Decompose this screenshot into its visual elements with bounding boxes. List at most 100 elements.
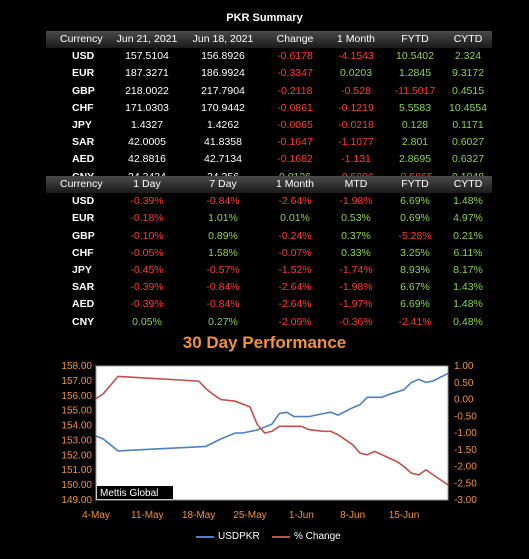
value-cell: 42.0005 [128, 136, 166, 149]
value-cell: 6.69% [400, 195, 430, 208]
value-cell: -5.28% [398, 229, 432, 242]
currency-cell: EUR [72, 67, 95, 80]
value-cell: -1.131 [341, 153, 371, 166]
value-cell: -0.6178 [277, 50, 313, 63]
value-cell: 6.67% [400, 281, 430, 294]
value-cell: -4.1543 [338, 50, 374, 63]
currency-cell: SAR [72, 136, 95, 149]
column-header: CYTD [453, 178, 483, 190]
y-left-tick-label: 153.00 [61, 435, 92, 446]
x-tick-label: 25-May [233, 510, 266, 521]
currency-cell: CHF [72, 246, 94, 259]
table-row: SAR -0.39% -0.84% -2.64% -1.98% 6.67% 1.43% [46, 279, 492, 296]
table-row: AED -0.39% -0.84% -2.64% -1.97% 6.69% 1.48% [46, 296, 492, 313]
column-header: Jun 18, 2021 [192, 33, 254, 45]
value-cell: -0.1647 [277, 136, 313, 149]
table-row: CHF -0.05% 1.58% -0.07% 0.33% 3.25% 6.11% [46, 245, 492, 262]
change-series-line [95, 375, 449, 486]
table-header: Currency 1 Day 7 Day 1 Month MTD FYTD CYTD [46, 176, 492, 194]
value-cell: 3.25% [400, 246, 430, 259]
column-header: MTD [344, 178, 368, 190]
value-cell: 0.89% [208, 229, 238, 242]
value-cell: 217.7904 [201, 84, 245, 97]
x-tick-label: 15-Jun [389, 510, 420, 521]
y-right-tick-label: 1.00 [454, 361, 474, 372]
value-cell: 5.5583 [398, 101, 432, 114]
currency-cell: AED [72, 153, 95, 166]
value-cell: 187.3271 [125, 67, 169, 80]
value-cell: 0.69% [400, 212, 430, 225]
summary-title: PKR Summary [226, 12, 303, 24]
value-cell: -0.0861 [277, 101, 313, 114]
x-tick-label: 8-Jun [340, 510, 365, 521]
column-header: Currency [60, 178, 103, 190]
value-cell: 0.4515 [451, 84, 485, 97]
value-cell: 6.11% [453, 246, 483, 259]
value-cell: -2.09% [278, 315, 312, 328]
table-row: CNY 0.05% 0.27% -2.09% -0.36% -2.41% 0.48% [46, 314, 492, 331]
value-cell: -0.39% [130, 298, 164, 311]
value-cell: -0.1682 [277, 153, 313, 166]
column-header: 1 Day [133, 178, 161, 190]
value-cell: 6.69% [400, 298, 430, 311]
value-cell: -0.10% [130, 229, 164, 242]
value-cell: -0.39% [130, 281, 164, 294]
y-right-tick-label: -1.00 [454, 428, 477, 439]
y-right-tick-label: 0.50 [454, 378, 474, 389]
currency-cell: GBP [72, 229, 95, 242]
value-cell: 0.6327 [451, 153, 485, 166]
value-cell: 1.48% [453, 298, 483, 311]
currency-cell: GBP [72, 84, 95, 97]
value-cell: -2.64% [278, 195, 312, 208]
value-cell: 0.21% [453, 229, 483, 242]
value-cell: 10.4554 [449, 101, 487, 114]
value-cell: 2.324 [454, 50, 482, 63]
value-cell: -0.57% [206, 264, 240, 277]
value-cell: 157.5104 [125, 50, 169, 63]
value-cell: -1.74% [339, 264, 373, 277]
y-right-tick-label: -1.50 [454, 445, 477, 456]
pkr-rates-table: Currency Jun 21, 2021 Jun 18, 2021 Change 1 … [46, 31, 492, 186]
x-tick-label: 4-May [82, 510, 110, 521]
y-right-tick-label: -2.00 [454, 462, 477, 473]
y-right-tick-label: 0.00 [454, 395, 474, 406]
value-cell: 42.8816 [128, 153, 166, 166]
value-cell: 10.5402 [396, 50, 434, 63]
y-left-tick-label: 150.00 [61, 480, 92, 491]
value-cell: -0.84% [206, 195, 240, 208]
table-row: SAR 42.0005 41.8358 -0.1647 -1.1077 2.801 0.60… [46, 134, 492, 151]
column-header: Currency [60, 33, 103, 45]
currency-cell: AED [72, 298, 95, 311]
column-header: 1 Month [276, 178, 314, 190]
value-cell: 0.01% [280, 212, 310, 225]
value-cell: -0.39% [130, 195, 164, 208]
value-cell: 41.8358 [204, 136, 242, 149]
pkr-returns-table: Currency 1 Day 7 Day 1 Month MTD FYTD CYTD USD… [46, 176, 492, 331]
value-cell: 0.53% [341, 212, 371, 225]
currency-cell: EUR [72, 212, 95, 225]
legend-swatch [196, 535, 214, 538]
table-row: AED 42.8816 42.7134 -0.1682 -1.131 2.8695 0.63… [46, 151, 492, 168]
legend-label: % Change [294, 531, 341, 542]
table-row: EUR 187.3271 186.9924 -0.3347 0.0203 1.2845 9.… [46, 65, 492, 82]
value-cell: -2.64% [278, 298, 312, 311]
table-row: USD -0.39% -0.84% -2.64% -1.98% 6.69% 1.48% [46, 193, 492, 210]
table-row: JPY 1.4327 1.4262 -0.0065 -0.0218 0.128 0.1171 [46, 117, 492, 134]
y-left-tick-label: 157.00 [61, 376, 92, 387]
value-cell: -1.98% [339, 281, 373, 294]
value-cell: 0.6027 [451, 136, 485, 149]
value-cell: 42.7134 [204, 153, 242, 166]
currency-cell: USD [72, 50, 95, 63]
value-cell: 170.9442 [201, 101, 245, 114]
value-cell: -11.5017 [394, 84, 436, 97]
legend-item-usdpkr: USDPKR [196, 531, 260, 542]
value-cell: -0.0065 [277, 119, 313, 132]
value-cell: -0.84% [206, 298, 240, 311]
value-cell: 8.93% [400, 264, 430, 277]
value-cell: -0.07% [278, 246, 312, 259]
value-cell: 171.0303 [125, 101, 169, 114]
plot-area [95, 365, 449, 501]
x-tick-label: 11-May [131, 510, 164, 521]
value-cell: 0.1048 [451, 170, 485, 183]
y-left-tick-label: 155.00 [61, 406, 92, 417]
